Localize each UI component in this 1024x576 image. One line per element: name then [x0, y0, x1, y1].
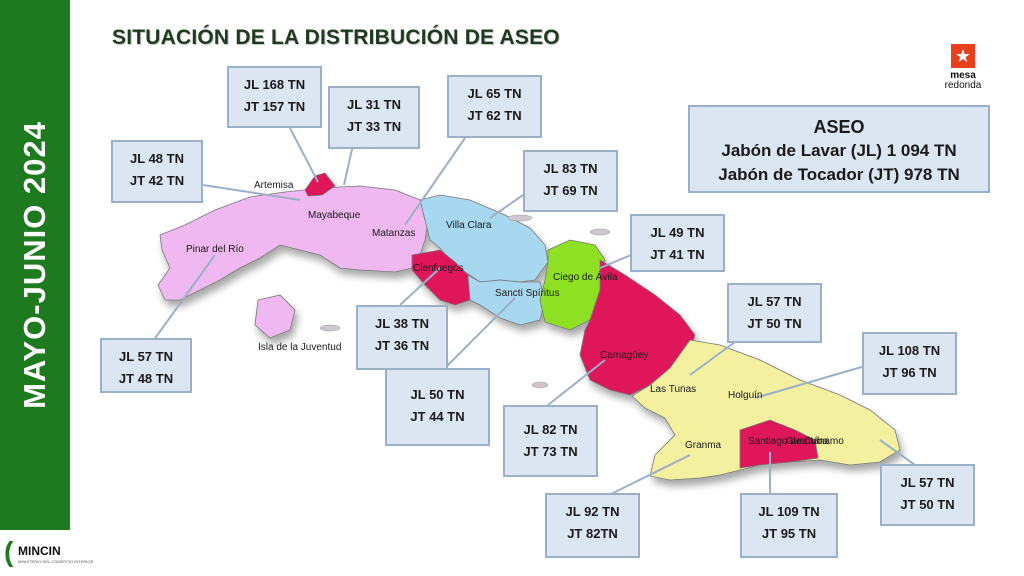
box-artemisa-jl: JL 48 TN	[130, 151, 184, 166]
box-granma-jl: JL 92 TN	[565, 504, 620, 519]
box-artemisa: JL 48 TN JT 42 TN	[111, 140, 203, 203]
box-matanzas-jt: JT 62 TN	[467, 108, 522, 123]
brand-line2: redonda	[944, 80, 982, 91]
box-habana: JL 168 TN JT 157 TN	[227, 66, 322, 128]
map-label-guantanamo: Guantánamo	[786, 436, 844, 447]
box-las-tunas-jt: JT 50 TN	[747, 316, 802, 331]
region-cienfuegos	[411, 249, 471, 306]
box-cienfuegos: JL 38 TN JT 36 TN	[356, 305, 448, 370]
box-las-tunas: JL 57 TN JT 50 TN	[727, 283, 822, 343]
brand-line1: mesa	[950, 70, 976, 81]
box-holguin: JL 108 TN JT 96 TN	[862, 332, 957, 395]
box-matanzas: JL 65 TN JT 62 TN	[447, 75, 542, 138]
box-sancti: JL 50 TN JT 44 TN	[385, 368, 490, 446]
box-sancti-jl: JL 50 TN	[410, 387, 465, 402]
summary-jl: Jabón de Lavar (JL) 1 094 TN	[721, 141, 957, 160]
map-label-camaguey: Camagüey	[600, 350, 649, 361]
box-ciego-jl: JL 49 TN	[650, 225, 705, 240]
map-label-las-tunas: Las Tunas	[650, 384, 697, 395]
map-label-cienfuegos: Cienfuegos	[413, 263, 464, 274]
region-west	[157, 185, 431, 301]
box-pinar-jt: JT 48 TN	[118, 371, 174, 386]
box-guantanamo: JL 57 TN JT 50 TN	[880, 464, 975, 526]
box-mayabeque-jt: JT 33 TN	[346, 119, 402, 134]
box-villa-clara-jl: JL 83 TN	[543, 161, 598, 176]
map-label-mayabeque: Mayabeque	[308, 210, 361, 221]
box-granma: JL 92 TN JT 82TN	[545, 493, 640, 558]
box-granma-jt: JT 82TN	[567, 526, 618, 541]
box-guantanamo-jl: JL 57 TN	[900, 475, 955, 490]
box-camaguey-jt: JT 73 TN	[523, 444, 578, 459]
box-villa-clara-jt: JT 69 TN	[543, 183, 598, 198]
map-label-ciego: Ciego de Ávila	[553, 272, 618, 283]
box-holguin-jl: JL 108 TN	[878, 343, 941, 358]
mincin-icon: (	[4, 536, 14, 567]
map-label-pinar: Pinar del Río	[186, 244, 244, 255]
box-matanzas-jl: JL 65 TN	[467, 86, 522, 101]
box-las-tunas-jl: JL 57 TN	[747, 294, 802, 309]
region-ciego-de-avila	[539, 239, 606, 331]
box-habana-jl: JL 168 TN	[243, 77, 306, 92]
box-cienfuegos-jt: JT 36 TN	[374, 338, 430, 353]
box-habana-jt: JT 157 TN	[243, 99, 306, 114]
box-villa-clara: JL 83 TN JT 69 TN	[523, 150, 618, 212]
mincin-name: MINCIN	[18, 544, 61, 558]
map-label-villa-clara: Villa Clara	[446, 220, 492, 231]
box-artemisa-jt: JT 42 TN	[129, 173, 185, 188]
region-camaguey	[579, 259, 696, 396]
box-pinar-jl: JL 57 TN	[119, 349, 173, 364]
region-isla	[254, 294, 296, 339]
box-holguin-jt: JT 96 TN	[882, 365, 937, 380]
box-sancti-jt: JT 44 TN	[410, 409, 465, 424]
box-camaguey-jl: JL 82 TN	[523, 422, 578, 437]
summary-title: ASEO	[813, 117, 865, 137]
box-santiago-jt: JT 95 TN	[761, 526, 817, 541]
map-label-holguin: Holguín	[728, 390, 763, 401]
box-guantanamo-jt: JT 50 TN	[900, 497, 955, 512]
box-santiago-jl: JL 109 TN	[758, 504, 820, 519]
summary-box: ASEO Jabón de Lavar (JL) 1 094 TN Jabón …	[688, 105, 990, 193]
map-label-isla: Isla de la Juventud	[258, 342, 342, 353]
box-pinar: JL 57 TN JT 48 TN	[100, 338, 192, 393]
box-santiago: JL 109 TN JT 95 TN	[740, 493, 838, 558]
summary-jt: Jabón de Tocador (JT) 978 TN	[718, 165, 960, 184]
box-mayabeque-jl: JL 31 TN	[347, 97, 401, 112]
box-ciego: JL 49 TN JT 41 TN	[630, 214, 725, 272]
map-label-sancti: Sancti Spíritus	[495, 288, 560, 299]
mesa-redonda-logo: ★ mesa redonda	[935, 44, 991, 94]
map-label-matanzas: Matanzas	[372, 228, 416, 239]
box-ciego-jt: JT 41 TN	[650, 247, 705, 262]
mincin-logo: ( MINCIN MINISTERIO DEL COMERCIO INTERIO…	[2, 532, 93, 572]
box-mayabeque: JL 31 TN JT 33 TN	[328, 86, 420, 149]
star-icon: ★	[951, 44, 975, 68]
sidebar-band: MAYO-JUNIO 2024	[0, 0, 70, 530]
page-title: SITUACIÓN DE LA DISTRIBUCIÓN DE ASEO	[112, 26, 560, 49]
region-santiago	[739, 419, 819, 469]
map-label-granma: Granma	[685, 440, 722, 451]
region-sancti-spiritus	[467, 274, 546, 326]
box-camaguey: JL 82 TN JT 73 TN	[503, 405, 598, 477]
map-label-artemisa: Artemisa	[254, 180, 294, 191]
region-east	[631, 339, 901, 481]
box-cienfuegos-jl: JL 38 TN	[375, 316, 429, 331]
mincin-subtitle: MINISTERIO DEL COMERCIO INTERIOR	[18, 559, 94, 564]
map-label-santiago: Santiago de Cuba	[748, 436, 829, 447]
